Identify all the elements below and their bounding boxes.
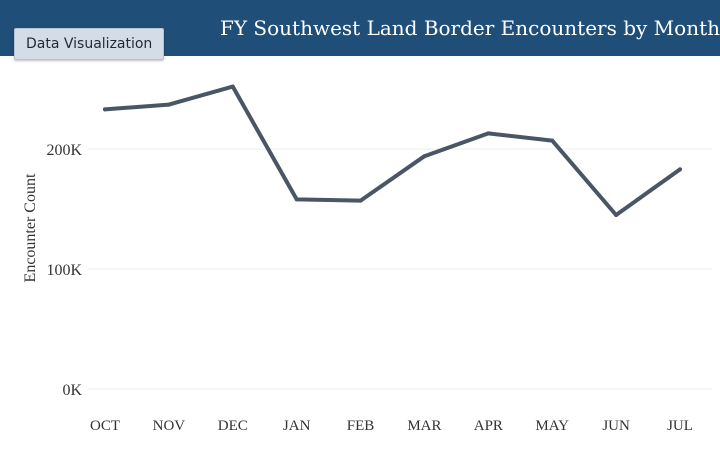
data-point — [486, 131, 491, 136]
data-point — [422, 154, 427, 159]
y-tick-label: 0K — [62, 382, 82, 399]
data-point — [166, 102, 171, 107]
x-tick-label: MAY — [535, 418, 569, 434]
x-tick-label: APR — [474, 418, 503, 434]
chart-title: FY Southwest Land Border Encounters by M… — [219, 16, 720, 40]
x-tick-label: JUL — [667, 418, 693, 434]
x-tick-label: NOV — [153, 418, 186, 434]
y-axis-label: Encounter Count — [22, 173, 39, 282]
y-tick-label: 100K — [46, 262, 82, 279]
data-point — [230, 84, 235, 89]
x-tick-label: JAN — [283, 418, 311, 434]
x-tick-label: OCT — [90, 418, 120, 434]
data-point — [103, 107, 107, 112]
series-line — [103, 84, 682, 217]
x-tick-label: FEB — [347, 418, 375, 434]
x-tick-label: MAR — [407, 418, 441, 434]
data-point — [614, 213, 619, 217]
x-tick-label: JUN — [602, 418, 630, 434]
x-tick-label: DEC — [218, 418, 248, 434]
data-visualization-tag[interactable]: Data Visualization — [14, 28, 165, 60]
data-point — [358, 198, 363, 203]
y-tick-label: 200K — [46, 142, 82, 159]
data-point — [678, 167, 682, 172]
data-point — [294, 197, 299, 202]
data-point — [550, 138, 555, 143]
